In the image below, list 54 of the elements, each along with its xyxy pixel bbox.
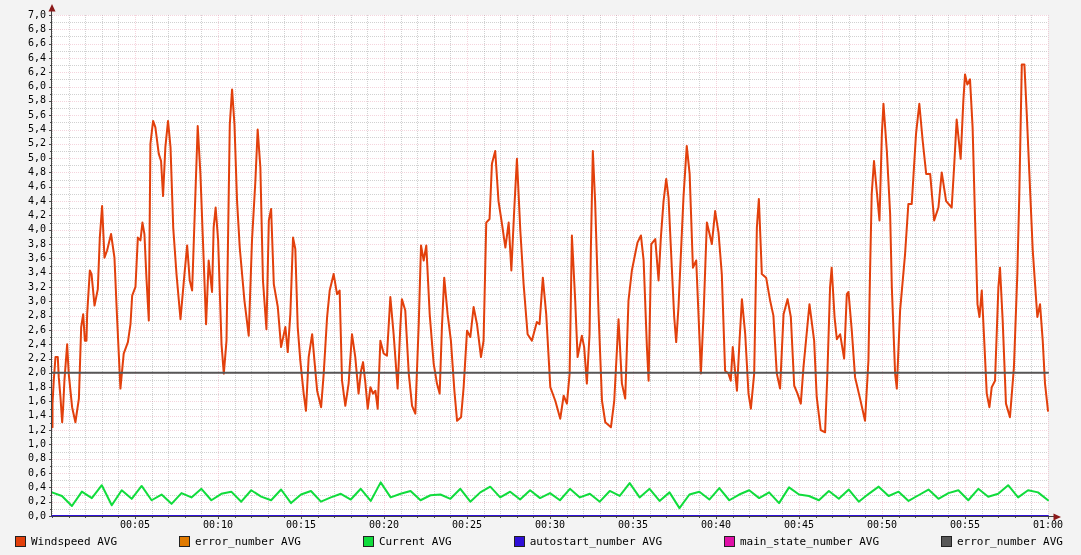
y-tick-label: 3,4 — [27, 266, 46, 278]
y-tick-label: 6,0 — [27, 80, 46, 92]
x-tick-label: 00:40 — [700, 518, 732, 530]
legend-label: autostart_number AVG — [529, 534, 663, 548]
y-tick-label: 0,4 — [27, 480, 46, 492]
x-tick-label: 00:25 — [451, 518, 483, 530]
legend-label: Current AVG — [378, 534, 452, 548]
y-tick-label: 4,6 — [27, 180, 46, 192]
x-tick-label: 00:30 — [534, 518, 566, 530]
y-tick-label: 2,2 — [27, 352, 46, 364]
y-tick-label: 5,2 — [27, 137, 46, 149]
y-tick-label: 5,0 — [27, 151, 46, 163]
y-tick-label: 3,6 — [27, 251, 46, 263]
x-tick-label: 00:35 — [617, 518, 649, 530]
y-tick-label: 4,0 — [27, 223, 46, 235]
y-tick-label: 0,2 — [27, 495, 46, 507]
y-tick-label: 6,2 — [27, 65, 46, 77]
y-tick-label: 3,0 — [27, 294, 46, 306]
y-tick-label: 2,0 — [27, 366, 46, 378]
x-tick-label: 00:50 — [866, 518, 898, 530]
x-tick-label: 00:15 — [285, 518, 317, 530]
y-tick-label: 1,6 — [27, 395, 46, 407]
y-tick-label: 4,4 — [27, 194, 46, 206]
y-tick-label: 3,8 — [27, 237, 46, 249]
x-tick-label: 00:55 — [949, 518, 981, 530]
x-tick-label: 01:00 — [1032, 518, 1064, 530]
y-tick-label: 1,0 — [27, 438, 46, 450]
legend-label: error_number AVG — [956, 534, 1063, 548]
y-tick-label: 5,4 — [27, 123, 46, 135]
x-tick-label: 00:45 — [783, 518, 815, 530]
y-tick-label: 0,0 — [27, 509, 46, 521]
y-tick-label: 1,8 — [27, 380, 46, 392]
y-tick-label: 4,2 — [27, 208, 46, 220]
y-tick-label: 2,6 — [27, 323, 46, 335]
legend-label: Windspeed AVG — [31, 534, 118, 548]
y-tick-label: 5,8 — [27, 94, 46, 106]
y-tick-label: 4,8 — [27, 166, 46, 178]
legend-label: main_state_number AVG — [740, 534, 880, 548]
x-tick-label: 00:05 — [119, 518, 151, 530]
y-tick-label: 6,6 — [27, 37, 46, 49]
y-tick-label: 2,4 — [27, 337, 46, 349]
y-tick-label: 6,4 — [27, 51, 46, 63]
y-tick-label: 0,8 — [27, 452, 46, 464]
y-tick-label: 1,2 — [27, 423, 46, 435]
y-tick-label: 1,4 — [27, 409, 46, 421]
y-tick-label: 5,6 — [27, 108, 46, 120]
y-tick-label: 2,8 — [27, 309, 46, 321]
y-tick-label: 7,0 — [27, 8, 46, 20]
y-tick-label: 6,8 — [27, 22, 46, 34]
y-tick-label: 3,2 — [27, 280, 46, 292]
x-tick-label: 00:20 — [368, 518, 400, 530]
legend-label: error_number AVG — [195, 534, 301, 548]
y-tick-label: 0,6 — [27, 466, 46, 478]
x-tick-label: 00:10 — [202, 518, 234, 530]
